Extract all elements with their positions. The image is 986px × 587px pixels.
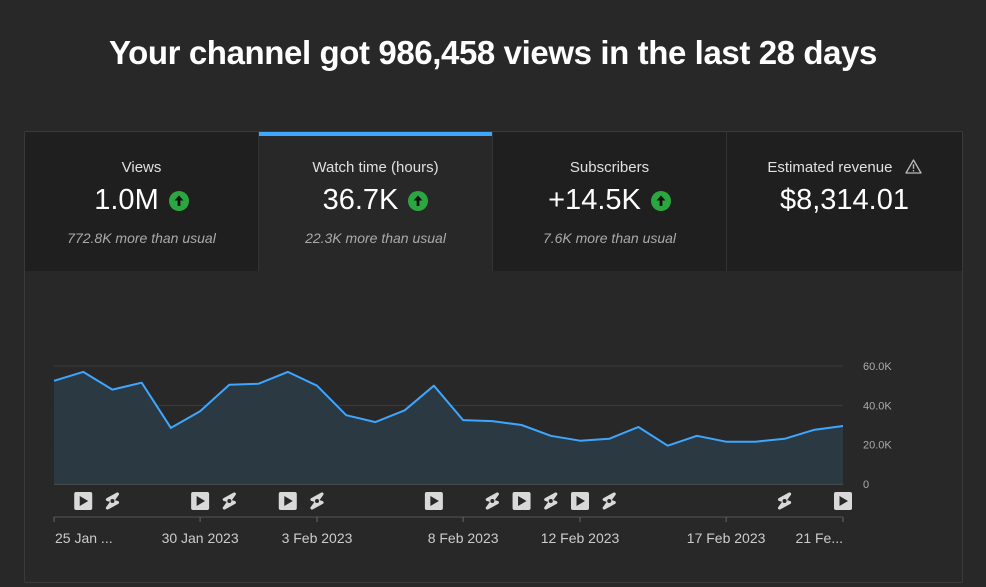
tab-watch-time[interactable]: Watch time (hours) 36.7K 22.3K more than… [259, 132, 493, 271]
tab-views[interactable]: Views 1.0M 772.8K more than usual [25, 132, 259, 271]
tab-note: 772.8K more than usual [25, 230, 258, 246]
page-title: Your channel got 986,458 views in the la… [0, 34, 986, 72]
y-tick-label: 40.0K [863, 400, 892, 412]
short-center-dot [607, 499, 611, 503]
x-tick-label: 8 Feb 2023 [428, 530, 499, 546]
tab-label: Watch time (hours) [259, 159, 492, 176]
chart-svg: 0 20.0K 40.0K 60.0K 25 Jan ... 30 Jan 2023 3 F… [25, 271, 962, 582]
tab-value: $8,314.01 [780, 184, 909, 217]
short-center-dot [549, 499, 553, 503]
short-center-dot [110, 499, 114, 503]
arrow-up-icon [651, 191, 671, 211]
arrow-up-icon [408, 191, 428, 211]
x-tick-label: 17 Feb 2023 [687, 530, 766, 546]
line-chart[interactable]: 0 20.0K 40.0K 60.0K 25 Jan ... 30 Jan 2023 3 F… [25, 271, 962, 582]
tab-value: 1.0M [94, 184, 158, 217]
tab-value: +14.5K [548, 184, 641, 217]
x-tick-label: 30 Jan 2023 [162, 530, 239, 546]
metric-tabs: Views 1.0M 772.8K more than usual Watch … [25, 132, 962, 271]
short-center-dot [227, 499, 231, 503]
short-center-dot [490, 499, 494, 503]
x-tick-label: 3 Feb 2023 [282, 530, 353, 546]
arrow-up-icon [169, 191, 189, 211]
y-tick-label: 20.0K [863, 440, 892, 452]
x-tick-label: 12 Feb 2023 [541, 530, 620, 546]
analytics-card: Views 1.0M 772.8K more than usual Watch … [24, 131, 963, 583]
tab-label: Estimated revenue [767, 159, 892, 176]
tab-subscribers[interactable]: Subscribers +14.5K 7.6K more than usual [493, 132, 727, 271]
tab-value: 36.7K [323, 184, 399, 217]
tab-estimated-revenue[interactable]: Estimated revenue $8,314.01 [727, 132, 962, 271]
short-center-dot [783, 499, 787, 503]
y-tick-label: 60.0K [863, 361, 892, 373]
tab-note: 7.6K more than usual [493, 230, 726, 246]
short-center-dot [315, 499, 319, 503]
tab-label: Subscribers [493, 159, 726, 176]
y-tick-label: 0 [863, 479, 869, 491]
tab-note: 22.3K more than usual [259, 230, 492, 246]
active-tab-indicator [259, 132, 492, 136]
tab-label: Views [25, 159, 258, 176]
x-tick-label: 25 Jan ... [55, 530, 113, 546]
x-tick-label: 21 Fe... [796, 530, 843, 546]
warning-icon[interactable] [905, 159, 922, 178]
